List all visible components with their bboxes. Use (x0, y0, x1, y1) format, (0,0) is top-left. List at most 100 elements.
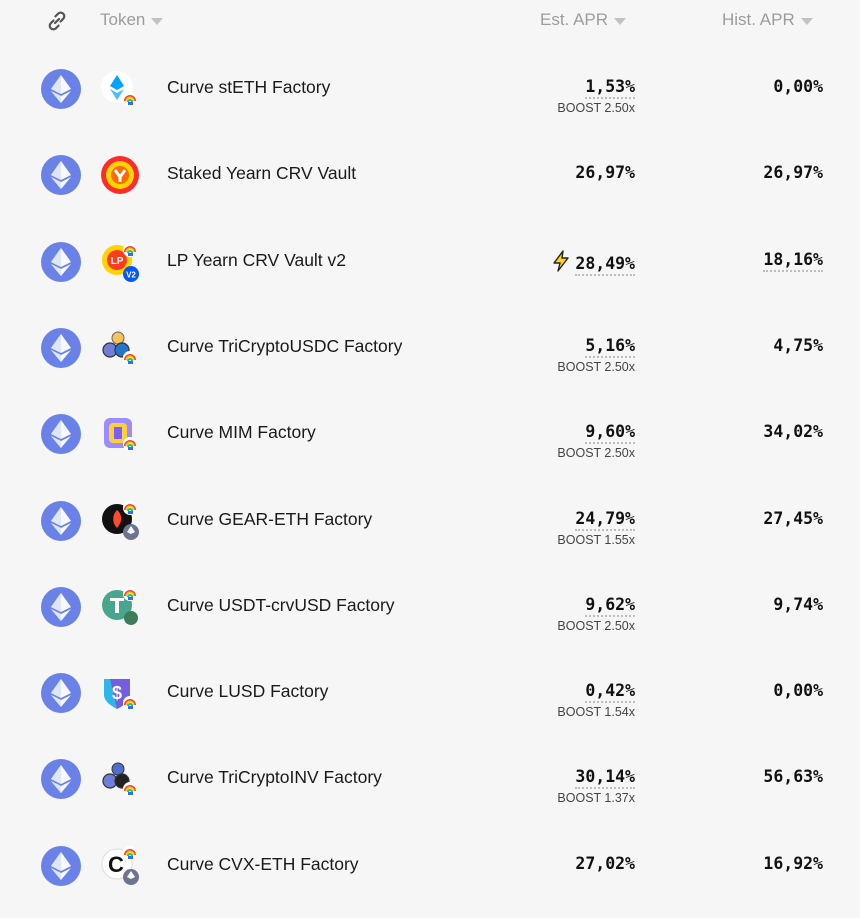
vault-name: Curve stETH Factory (167, 77, 331, 97)
tricrypto-inv-icon (102, 762, 137, 797)
vault-name: Curve TriCryptoINV Factory (167, 767, 382, 788)
lightning-icon (553, 249, 570, 272)
hist-apr-value[interactable]: 16,92% (763, 854, 823, 873)
table-row[interactable]: Curve stETH Factory 1,53% BOOST 2.50x 0,00% (0, 55, 860, 141)
usdt-crvusd-icon (102, 586, 138, 625)
est-apr-value[interactable]: 27,02% (575, 854, 635, 873)
ethereum-icon (41, 845, 81, 886)
table-row[interactable]: C Curve CVX-ETH Factory 27,02% 16,92% (0, 832, 860, 918)
hist-apr-header-label: Hist. APR (722, 10, 795, 29)
hist-apr-text: 16,92% (763, 853, 823, 873)
table-row[interactable]: Staked Yearn CRV Vault 26,97% 26,97% (0, 141, 860, 227)
est-apr-text: 5,16% (585, 335, 635, 358)
est-apr-value[interactable]: 0,42% (585, 681, 635, 704)
hist-apr-text: 4,75% (773, 335, 823, 355)
cvx-eth-icon: C (101, 845, 139, 885)
hist-apr-text: 9,74% (773, 594, 823, 614)
ethereum-icon (41, 500, 81, 541)
boost-label: BOOST 2.50x (557, 446, 635, 461)
est-apr-text: 1,53% (585, 77, 635, 99)
boost-label: BOOST 2.50x (557, 618, 635, 633)
token-header-label: Token (100, 10, 146, 29)
vault-name: Curve MIM Factory (167, 422, 316, 443)
hist-apr-column-header[interactable]: Hist. APR (722, 10, 813, 30)
boost-label: BOOST 1.55x (557, 532, 635, 547)
est-apr-text: 27,02% (575, 853, 635, 873)
est-apr-header-label: Est. APR (540, 10, 609, 29)
hist-apr-text: 0,00% (773, 77, 823, 96)
est-apr-text: 9,60% (585, 422, 635, 445)
ethereum-icon (41, 414, 81, 455)
est-apr-column-header[interactable]: Est. APR (540, 10, 627, 30)
tricrypto-usdc-icon (102, 331, 137, 365)
hist-apr-text: 0,00% (773, 681, 823, 701)
hist-apr-value[interactable]: 56,63% (763, 767, 823, 786)
est-apr-value[interactable]: 5,16% (585, 335, 635, 358)
sort-caret-icon (151, 17, 164, 25)
est-apr-value[interactable]: 9,62% (585, 594, 635, 617)
table-row[interactable]: $ Curve LUSD Factory 0,42% BOOST 1.54x 0,00% (0, 659, 860, 745)
est-apr-text: 0,42% (585, 681, 635, 704)
vault-name: Curve TriCryptoUSDC Factory (167, 335, 403, 356)
ethereum-icon (41, 759, 81, 800)
vault-name: Curve CVX-ETH Factory (167, 853, 359, 874)
table-row[interactable]: Curve GEAR-ETH Factory 24,79% BOOST 1.55x 2… (0, 487, 860, 573)
table-row[interactable]: Curve MIM Factory 9,60% BOOST 2.50x 34,02% (0, 400, 860, 486)
yearn-crv-icon (101, 156, 139, 195)
table-row[interactable]: Curve USDT-crvUSD Factory 9,62% BOOST 2.50… (0, 573, 860, 659)
hist-apr-value[interactable]: 9,74% (773, 595, 823, 614)
vault-name: Curve USDT-crvUSD Factory (167, 594, 395, 615)
est-apr-value[interactable]: 9,60% (585, 422, 635, 445)
hist-apr-value[interactable]: 4,75% (773, 336, 823, 355)
hist-apr-value[interactable]: 34,02% (763, 422, 823, 441)
est-apr-text: 9,62% (585, 594, 635, 617)
ethereum-icon (41, 241, 81, 282)
boost-label: BOOST 2.50x (557, 359, 635, 374)
est-apr-value[interactable]: 26,97% (575, 163, 635, 182)
vault-name: Staked Yearn CRV Vault (167, 163, 357, 184)
boost-label: BOOST 1.37x (557, 791, 635, 806)
gear-eth-icon (102, 500, 139, 540)
sort-caret-icon (614, 17, 627, 25)
link-icon[interactable] (44, 8, 70, 34)
hist-apr-text: 26,97% (763, 163, 823, 183)
boost-label: BOOST 1.54x (557, 705, 635, 720)
steth-lp-icon (101, 71, 137, 106)
ethereum-icon (41, 586, 81, 627)
hist-apr-value[interactable]: 0,00% (773, 77, 823, 96)
table-row[interactable]: LP V2 LP Yearn CRV Vault v2 28,49% 18,16% (0, 228, 860, 314)
est-apr-text: 24,79% (575, 508, 635, 531)
hist-apr-text: 27,45% (763, 508, 823, 528)
sort-caret-icon (800, 17, 813, 25)
vault-name: Curve GEAR-ETH Factory (167, 508, 373, 529)
token-column-header[interactable]: Token (100, 10, 164, 30)
lusd-lp-icon: $ (104, 679, 137, 711)
hist-apr-value[interactable]: 26,97% (763, 163, 823, 182)
hist-apr-text: 56,63% (763, 767, 823, 787)
vault-name: Curve LUSD Factory (167, 681, 329, 702)
svg-text:V2: V2 (126, 270, 136, 279)
hist-apr-value[interactable]: 27,45% (763, 509, 823, 528)
mim-lp-icon (104, 418, 137, 452)
est-apr-text: 26,97% (575, 163, 635, 183)
vault-name: LP Yearn CRV Vault v2 (167, 249, 347, 270)
svg-text:C: C (108, 852, 124, 877)
est-apr-value[interactable]: 30,14% (575, 767, 635, 790)
svg-text:$: $ (112, 683, 122, 703)
hist-apr-text: 18,16% (763, 249, 823, 272)
est-apr-value[interactable]: 1,53% (585, 77, 635, 99)
svg-text:LP: LP (111, 256, 124, 267)
ethereum-icon (41, 327, 81, 368)
table-row[interactable]: Curve TriCryptoUSDC Factory 5,16% BOOST 2.… (0, 314, 860, 400)
ethereum-icon (41, 673, 81, 714)
est-apr-text: 30,14% (575, 767, 635, 790)
table-row[interactable]: Curve TriCryptoINV Factory 30,14% BOOST 1.… (0, 745, 860, 831)
est-apr-value[interactable]: 28,49% (551, 249, 635, 276)
table-header: Token Est. APR Hist. APR (0, 0, 860, 42)
ethereum-icon (41, 69, 81, 109)
est-apr-value[interactable]: 24,79% (575, 508, 635, 531)
hist-apr-value[interactable]: 18,16% (763, 249, 823, 272)
est-apr-text: 28,49% (575, 253, 635, 276)
hist-apr-value[interactable]: 0,00% (773, 681, 823, 700)
